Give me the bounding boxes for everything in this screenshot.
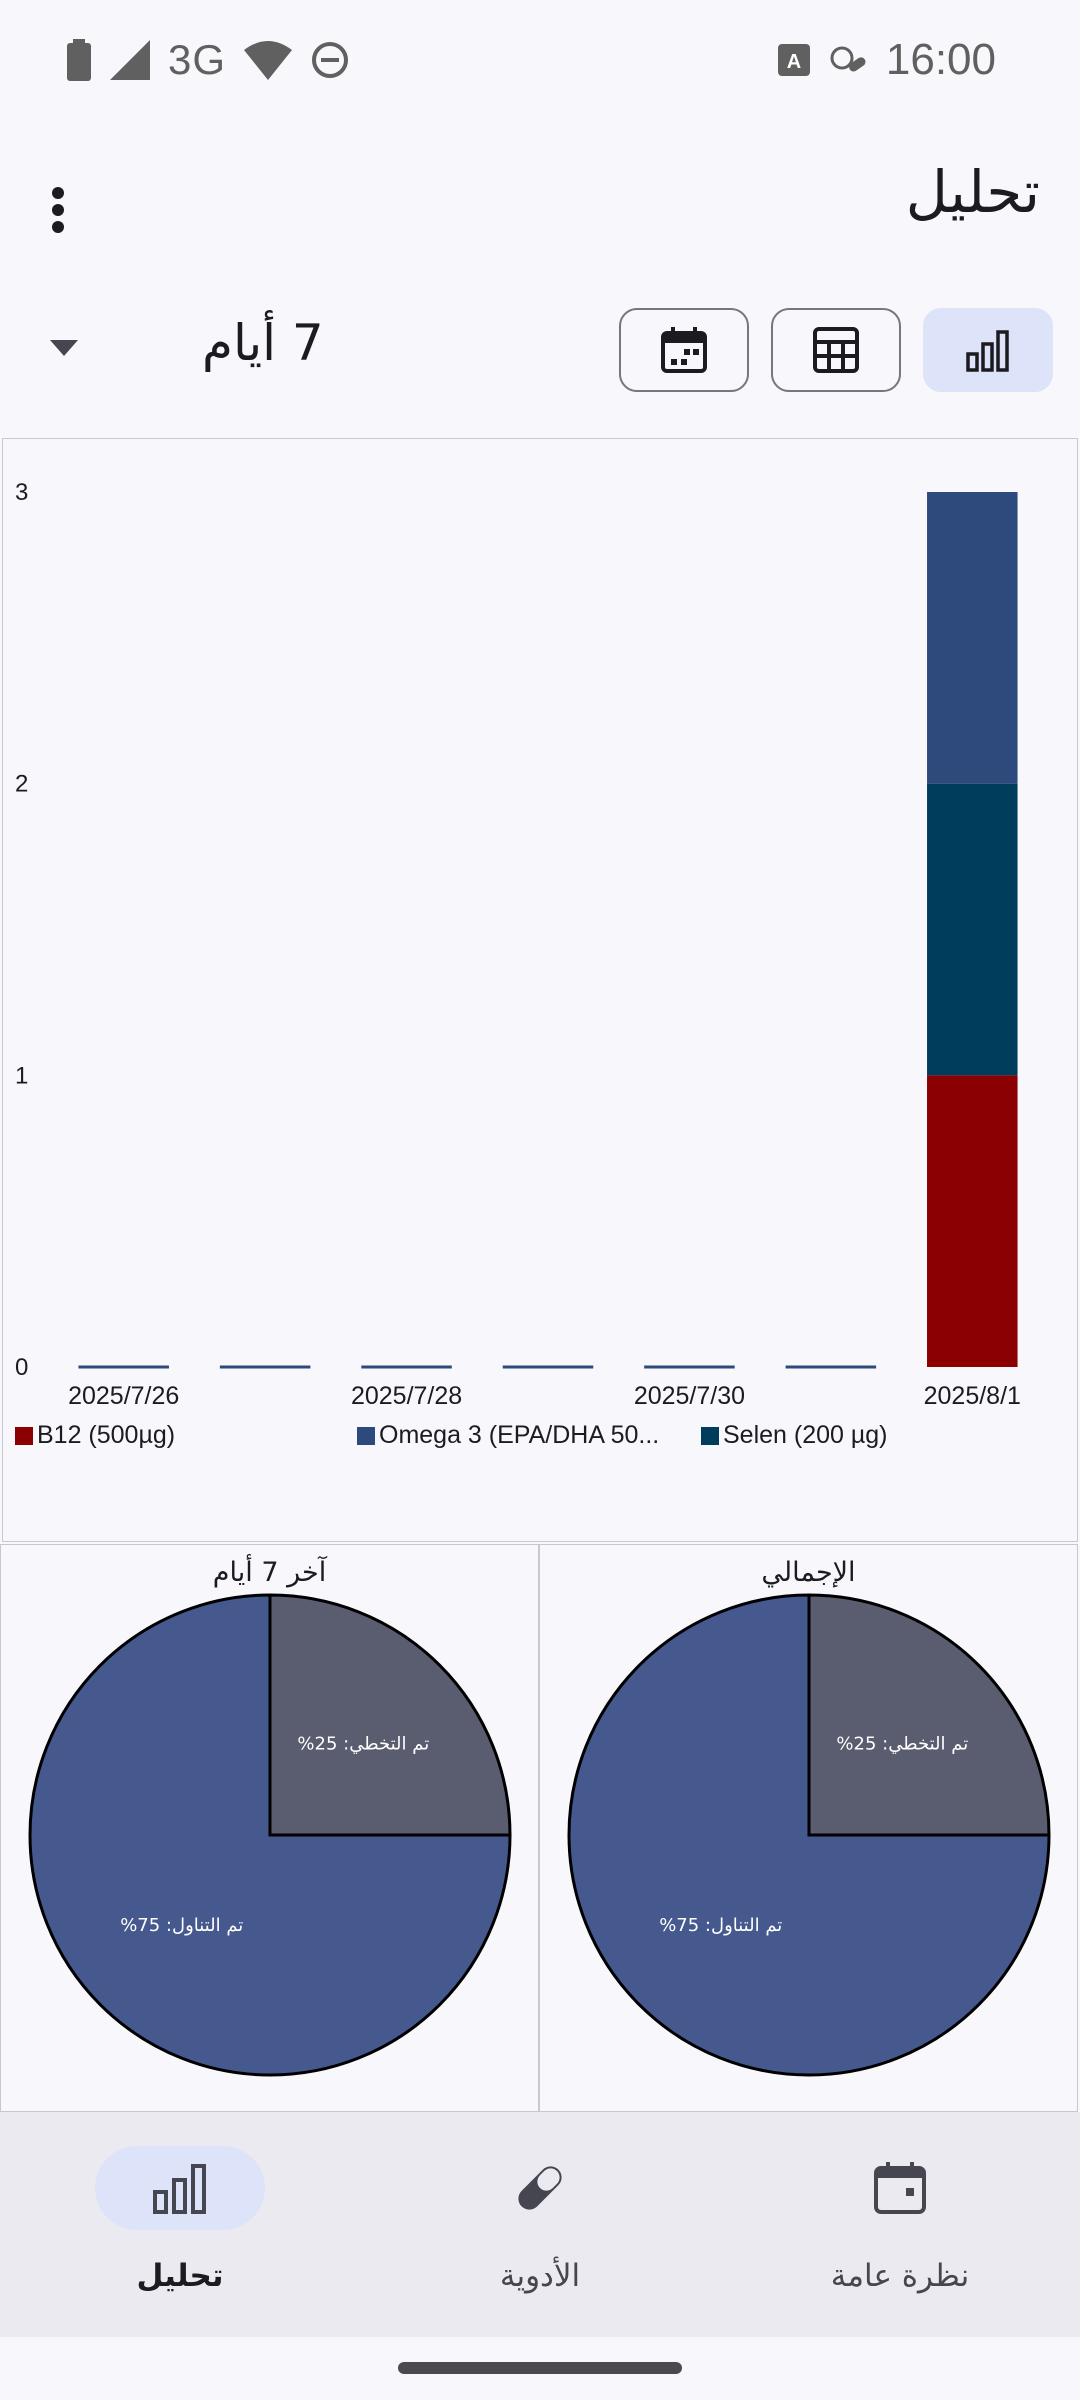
y-tick-label: 0 bbox=[15, 1354, 28, 1381]
wifi-icon bbox=[244, 41, 293, 80]
nav-active-indicator bbox=[95, 2146, 265, 2230]
legend-swatch bbox=[701, 1427, 719, 1445]
time-range-dropdown[interactable]: 7 أيام bbox=[30, 300, 330, 400]
status-clock: 16:00 bbox=[885, 35, 996, 84]
pie-slice bbox=[268, 1593, 512, 1837]
legend-swatch bbox=[15, 1427, 33, 1445]
alarm-pill-icon bbox=[830, 46, 866, 72]
chart-view-button[interactable] bbox=[923, 308, 1053, 392]
analysis-controls: 7 أيام bbox=[0, 300, 1080, 400]
pie-slice-label: تم التناول: 75% bbox=[659, 1915, 782, 1936]
bottom-navigation: تحليل الأدوية نظرة عامة bbox=[0, 2112, 1080, 2337]
pie-slice-label: تم التخطي: 25% bbox=[297, 1734, 429, 1755]
nav-item-analysis[interactable]: تحليل bbox=[0, 2112, 360, 2337]
x-tick-label: 2025/7/26 bbox=[68, 1382, 179, 1410]
pie-slice-label: تم التناول: 75% bbox=[120, 1915, 243, 1936]
pie-chart-last-7-days: تم التخطي: 25% تم التناول: 75% bbox=[28, 1593, 512, 2077]
calendar-icon bbox=[661, 327, 707, 373]
top-app-bar: تحليل bbox=[0, 140, 1080, 270]
stacked-bar-chart: 0 1 2 3 2025/7/26 2025/7/28 2025/7/30 2025/8/1 B… bbox=[2, 438, 1078, 1542]
bar-chart-icon bbox=[153, 2164, 206, 2214]
status-bar: 3G A 16:00 bbox=[0, 0, 1080, 118]
calendar-icon bbox=[874, 2162, 926, 2214]
status-left: 3G bbox=[66, 30, 350, 90]
x-tick-label: 2025/7/28 bbox=[351, 1382, 462, 1410]
time-range-value: 7 أيام bbox=[202, 314, 324, 372]
pie-title-last-7-days: آخر 7 أيام bbox=[212, 1557, 327, 1588]
network-type-label: 3G bbox=[168, 36, 227, 83]
pie-slice bbox=[28, 1593, 512, 2077]
x-tick-label: 2025/7/30 bbox=[634, 1382, 745, 1410]
legend-label: Selen (200 µg) bbox=[723, 1421, 888, 1449]
x-tick-label: 2025/8/1 bbox=[924, 1382, 1021, 1410]
overflow-menu-button[interactable] bbox=[30, 168, 86, 252]
nav-label-medications: الأدوية bbox=[499, 2258, 581, 2294]
legend-label: Omega 3 (EPA/DHA 50... bbox=[379, 1421, 659, 1449]
pie-slice bbox=[567, 1593, 1051, 2077]
legend-label: B12 (500µg) bbox=[37, 1421, 175, 1449]
pie-chart-total: تم التخطي: 25% تم التناول: 75% bbox=[567, 1593, 1051, 2077]
do-not-disturb-icon bbox=[312, 42, 349, 78]
pill-icon bbox=[518, 2166, 562, 2210]
home-indicator bbox=[398, 2362, 682, 2374]
bar-chart-icon bbox=[966, 330, 1009, 372]
pie-slice bbox=[807, 1593, 1051, 1837]
legend-swatch bbox=[357, 1427, 375, 1445]
pie-panel-total: تم التخطي: 25% تم التناول: 75% الإجمالي bbox=[539, 1544, 1078, 2112]
nav-label-analysis: تحليل bbox=[136, 2258, 224, 2294]
table-view-button[interactable] bbox=[771, 308, 901, 392]
bar-chart-svg: 0 1 2 3 2025/7/26 2025/7/28 2025/7/30 2025/8/1 B… bbox=[15, 479, 1021, 1449]
calendar-view-button[interactable] bbox=[619, 308, 749, 392]
y-tick-label: 2 bbox=[15, 771, 28, 798]
nav-item-medications[interactable]: الأدوية bbox=[360, 2112, 720, 2337]
y-tick-label: 1 bbox=[15, 1062, 28, 1089]
keyboard-a-icon: A bbox=[777, 44, 810, 76]
pie-panel-last-7-days: تم التخطي: 25% تم التناول: 75% آخر 7 أيام bbox=[0, 1544, 539, 2112]
battery-icon bbox=[67, 39, 91, 81]
status-right: A 16:00 bbox=[777, 30, 996, 90]
dropdown-arrow-icon bbox=[50, 340, 78, 356]
svg-text:A: A bbox=[787, 51, 801, 73]
bar-segment bbox=[927, 492, 1018, 784]
grid-table-icon bbox=[813, 327, 859, 373]
y-tick-label: 3 bbox=[15, 479, 28, 506]
cell-signal-icon bbox=[110, 40, 150, 80]
bar-segment bbox=[927, 1075, 1018, 1367]
more-vert-icon bbox=[52, 187, 64, 233]
nav-label-overview: نظرة عامة bbox=[830, 2258, 970, 2294]
nav-item-overview[interactable]: نظرة عامة bbox=[720, 2112, 1080, 2337]
bar-segment bbox=[927, 783, 1018, 1076]
pie-title-total: الإجمالي bbox=[761, 1557, 856, 1588]
page-title: تحليل bbox=[905, 158, 1040, 226]
pie-slice-label: تم التخطي: 25% bbox=[836, 1734, 968, 1755]
